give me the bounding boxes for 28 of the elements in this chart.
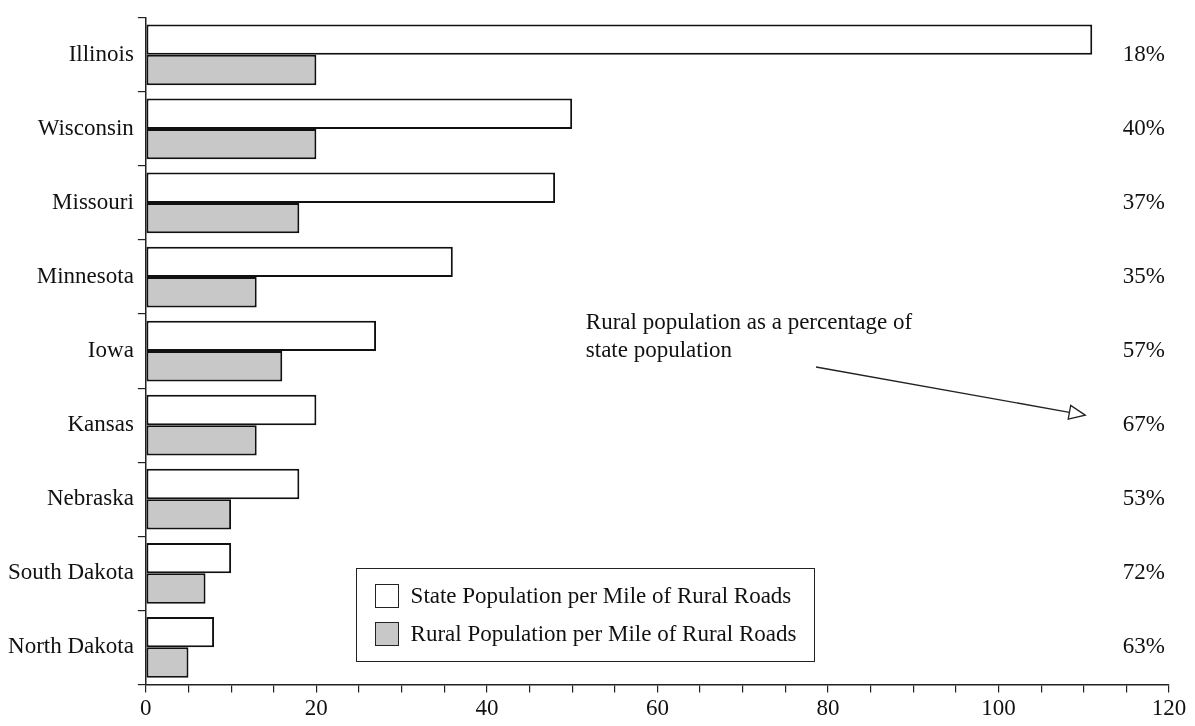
x-tick-label: 20 <box>304 695 328 721</box>
y-tick-label: Illinois <box>68 40 134 66</box>
text: State Population per Mile of Rural Roads <box>410 583 792 610</box>
annotation: 37% <box>1122 189 1165 215</box>
annotation: 67% <box>1122 411 1165 437</box>
annotation: 53% <box>1122 485 1165 511</box>
legend-label: Rural Population per Mile of Rural Roads <box>410 621 797 648</box>
annotation: 35% <box>1122 263 1165 289</box>
x-tick-label: 100 <box>981 695 1016 721</box>
annotation: 40% <box>1122 114 1165 140</box>
y-tick-label: Kansas <box>67 411 134 437</box>
y-tick-label: Minnesota <box>36 263 134 289</box>
annotation: Rural population as a percentage of state population <box>585 309 913 363</box>
y-tick-label: Missouri <box>52 189 134 215</box>
y-tick-label: South Dakota <box>7 559 134 585</box>
annotation: 57% <box>1122 337 1165 363</box>
x-tick-label: 0 <box>140 695 152 721</box>
y-tick-label: Nebraska <box>46 485 134 511</box>
annotation: 63% <box>1122 633 1165 659</box>
x-tick-label: 40 <box>475 695 499 721</box>
annotation: 72% <box>1122 559 1165 585</box>
x-tick-label: 120 <box>1151 695 1187 721</box>
y-tick-label: Iowa <box>87 337 134 363</box>
x-tick-label: 60 <box>645 695 669 721</box>
x-tick-label: 80 <box>816 695 840 721</box>
y-tick-label: Wisconsin <box>37 114 135 140</box>
y-tick-label: North Dakota <box>8 633 134 659</box>
annotation: 18% <box>1122 40 1165 66</box>
